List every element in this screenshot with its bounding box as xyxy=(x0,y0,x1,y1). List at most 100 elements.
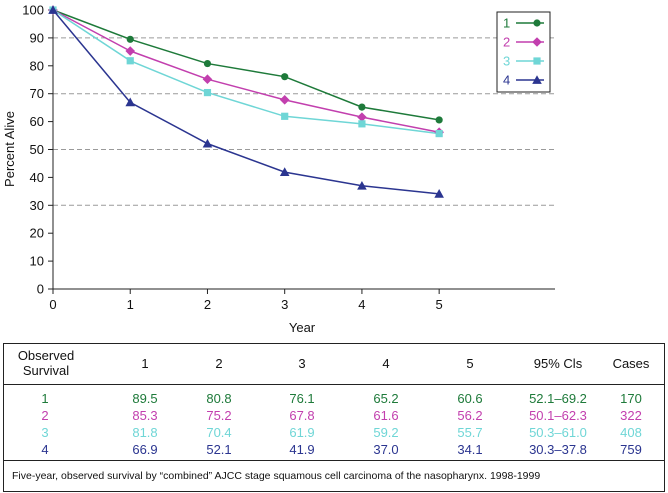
cell-value: 80.8 xyxy=(206,391,232,406)
y-tick-label: 10 xyxy=(30,254,44,269)
row-label: 4 xyxy=(41,442,49,457)
survival-line-chart: 0 10 20 30 40 50 60 70 80 90 100 0 1 2 3 4 5 Percent Al… xyxy=(2,3,555,335)
header-year-1: 1 xyxy=(141,356,149,371)
header-observed-survival: Observed Survival xyxy=(10,348,82,378)
figure-caption: Five-year, observed survival by “combine… xyxy=(12,470,541,482)
legend-label: 2 xyxy=(503,35,510,50)
series-4-point xyxy=(357,180,367,190)
y-tick-label: 0 xyxy=(37,282,44,297)
y-tick-label: 50 xyxy=(30,142,44,157)
series-4-point xyxy=(125,97,136,107)
cell-ci: 50.3–61.0 xyxy=(529,425,587,440)
series-4-point xyxy=(202,138,213,148)
cell-ci: 30.3–37.8 xyxy=(529,442,587,457)
cell-value: 34.1 xyxy=(457,442,483,457)
header-cases: Cases xyxy=(612,356,650,371)
series-3-point xyxy=(126,57,134,65)
series-3-point xyxy=(435,129,443,138)
series-4-point xyxy=(279,167,290,176)
series-2-point xyxy=(279,95,290,105)
y-tick-label: 60 xyxy=(30,114,44,129)
header-survival: Survival xyxy=(22,363,70,378)
legend-marker xyxy=(533,57,541,65)
header-year-3: 3 xyxy=(298,356,306,371)
series-1-point xyxy=(203,59,212,68)
cell-value: 85.3 xyxy=(132,408,158,423)
y-axis-label: Percent Alive xyxy=(2,111,17,187)
row-label: 1 xyxy=(41,391,49,406)
cell-ci: 52.1–69.2 xyxy=(529,391,587,406)
cell-cases: 759 xyxy=(620,442,642,457)
row-label: 2 xyxy=(41,408,49,423)
cell-value: 61.6 xyxy=(373,408,399,423)
header-observed: Observed xyxy=(17,348,75,363)
header-year-2: 2 xyxy=(215,356,223,371)
series-1-point xyxy=(126,35,134,43)
legend-label: 3 xyxy=(503,54,510,69)
x-tick-label: 1 xyxy=(127,297,134,312)
y-tick-label: 100 xyxy=(22,3,44,18)
x-tick-label: 4 xyxy=(358,297,365,312)
series-3-point xyxy=(281,112,289,120)
survival-table: Observed Survival 1 2 3 4 5 95% Cls Case… xyxy=(3,343,665,492)
legend: 1 2 3 4 xyxy=(496,11,551,93)
table-row: 4 66.9 52.1 41.9 37.0 34.1 30.3–37.8 759 xyxy=(4,442,664,459)
cell-value: 65.2 xyxy=(373,391,399,406)
cell-value: 60.6 xyxy=(457,391,483,406)
cell-value: 70.4 xyxy=(206,425,232,440)
series-1-point xyxy=(358,103,366,111)
table-row: 3 81.8 70.4 61.9 59.2 55.7 50.3–61.0 408 xyxy=(4,425,664,442)
series-1-point xyxy=(281,73,289,81)
y-tick-label: 20 xyxy=(30,226,44,241)
series-4-line xyxy=(52,9,440,195)
header-ci: 95% Cls xyxy=(533,356,583,371)
y-tick-label: 80 xyxy=(30,58,44,73)
table-header: Observed Survival 1 2 3 4 5 95% Cls Case… xyxy=(4,344,664,385)
cell-value: 41.9 xyxy=(289,442,315,457)
x-ticks: 0 1 2 3 4 5 xyxy=(49,289,443,312)
series-4-point xyxy=(48,5,58,14)
series-2-point xyxy=(125,46,136,56)
series-2-point xyxy=(202,74,213,84)
x-tick-label: 5 xyxy=(436,297,443,312)
legend-marker xyxy=(533,19,541,27)
y-tick-label: 30 xyxy=(30,198,44,213)
y-ticks: 0 10 20 30 40 50 60 70 80 90 100 xyxy=(22,3,53,297)
x-tick-label: 0 xyxy=(49,297,56,312)
cell-value: 75.2 xyxy=(206,408,232,423)
series-1-point xyxy=(435,116,443,124)
cell-value: 59.2 xyxy=(373,425,399,440)
row-label: 3 xyxy=(41,425,49,440)
x-axis-label: Year xyxy=(289,320,316,335)
cell-value: 37.0 xyxy=(373,442,399,457)
cell-value: 76.1 xyxy=(289,391,315,406)
series-3-line xyxy=(52,9,440,135)
cell-value: 61.9 xyxy=(289,425,315,440)
series-2-point xyxy=(357,112,367,122)
table-footer: Five-year, observed survival by “combine… xyxy=(4,460,664,492)
y-tick-label: 90 xyxy=(30,30,44,45)
cell-value: 52.1 xyxy=(206,442,232,457)
header-year-4: 4 xyxy=(382,356,390,371)
gridlines xyxy=(53,37,555,206)
series-2-line xyxy=(52,9,440,133)
table-row: 1 89.5 80.8 76.1 65.2 60.6 52.1–69.2 170 xyxy=(4,391,664,408)
series-4-point xyxy=(434,189,444,198)
cell-cases: 408 xyxy=(620,425,642,440)
series-1-line xyxy=(52,9,440,121)
x-tick-label: 2 xyxy=(204,297,211,312)
legend-label: 4 xyxy=(503,73,510,88)
cell-value: 66.9 xyxy=(132,442,158,457)
cell-value: 56.2 xyxy=(457,408,483,423)
legend-marker xyxy=(532,37,542,47)
cell-value: 81.8 xyxy=(132,425,158,440)
cell-value: 89.5 xyxy=(132,391,158,406)
legend-label: 1 xyxy=(503,16,510,31)
series-3-point xyxy=(203,88,212,97)
cell-ci: 50.1–62.3 xyxy=(529,408,587,423)
x-tick-label: 3 xyxy=(281,297,288,312)
y-tick-label: 40 xyxy=(30,170,44,185)
cell-cases: 170 xyxy=(620,391,642,406)
cell-value: 55.7 xyxy=(457,425,483,440)
table-row: 2 85.3 75.2 67.8 61.6 56.2 50.1–62.3 322 xyxy=(4,408,664,425)
